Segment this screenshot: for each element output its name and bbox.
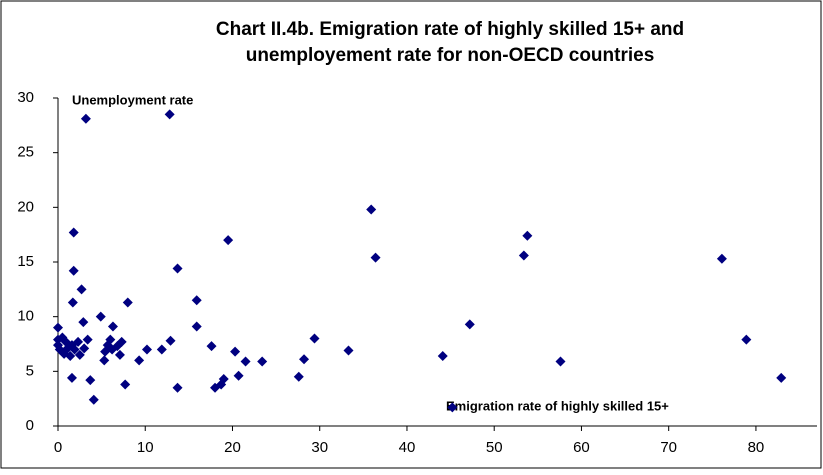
x-tick-label: 70 (660, 439, 677, 456)
data-point (65, 351, 76, 362)
data-point (88, 394, 99, 405)
data-point (518, 250, 529, 261)
y-tick-label: 10 (17, 308, 34, 325)
y-tick-label: 20 (17, 198, 34, 215)
y-tick-label: 5 (26, 362, 34, 379)
data-point (53, 322, 63, 333)
data-point (73, 336, 84, 347)
y-annotation: Unemployment rate (72, 92, 193, 107)
y-tick-label: 25 (17, 144, 34, 161)
data-point (78, 317, 89, 328)
data-point (95, 311, 106, 322)
x-tick-label: 10 (137, 439, 154, 456)
data-point (156, 344, 167, 355)
data-point (522, 230, 533, 241)
data-point (555, 356, 566, 367)
data-point (76, 284, 87, 295)
data-point (68, 265, 79, 276)
data-point (134, 355, 145, 366)
data-point (82, 334, 93, 345)
data-point (172, 263, 183, 274)
data-point (464, 319, 475, 330)
data-point (85, 375, 96, 386)
y-tick-label: 30 (17, 89, 34, 106)
chart-title: Chart II.4b. Emigration rate of highly s… (216, 19, 684, 40)
data-point (116, 336, 127, 347)
data-point (230, 346, 241, 357)
data-point (776, 372, 787, 383)
data-point (67, 297, 78, 308)
data-point (105, 334, 116, 345)
data-point (107, 321, 118, 332)
data-point (343, 345, 354, 356)
data-point (206, 341, 217, 352)
data-point (716, 253, 727, 264)
data-point (741, 334, 752, 345)
data-point (210, 382, 221, 393)
data-point (223, 235, 234, 246)
data-point (437, 351, 448, 362)
data-point (164, 109, 175, 120)
data-point (69, 344, 80, 355)
x-tick-label: 40 (399, 439, 416, 456)
data-point (120, 379, 131, 390)
data-point (66, 372, 77, 383)
data-point (370, 252, 381, 263)
data-point (299, 354, 310, 365)
chart-title: unemployement rate for non-OECD countrie… (246, 45, 655, 66)
data-point (68, 227, 79, 238)
x-tick-label: 0 (54, 439, 62, 456)
data-point (309, 333, 320, 344)
data-point (191, 321, 202, 332)
x-tick-label: 20 (224, 439, 241, 456)
data-point (80, 113, 91, 124)
data-point (293, 371, 304, 382)
data-point (74, 349, 85, 360)
data-point (99, 355, 110, 366)
x-tick-label: 80 (748, 439, 765, 456)
data-point (366, 204, 377, 215)
data-point (141, 344, 152, 355)
data-point (122, 297, 133, 308)
data-point (114, 349, 125, 360)
data-point (257, 356, 268, 367)
data-point (165, 335, 176, 346)
data-point (447, 402, 458, 413)
data-point (233, 370, 244, 381)
data-point (240, 356, 251, 367)
x-tick-label: 60 (573, 439, 590, 456)
y-tick-label: 0 (26, 417, 34, 434)
data-point (172, 382, 183, 393)
x-tick-label: 30 (311, 439, 328, 456)
data-point (79, 343, 90, 354)
x-tick-label: 50 (486, 439, 503, 456)
x-annotation: Emigration rate of highly skilled 15+ (446, 398, 669, 413)
data-point (191, 295, 202, 306)
y-tick-label: 15 (17, 253, 34, 270)
